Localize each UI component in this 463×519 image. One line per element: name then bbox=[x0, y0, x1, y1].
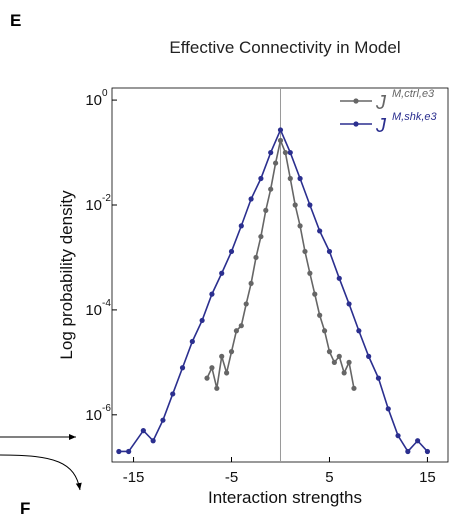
data-point bbox=[317, 312, 323, 318]
data-point bbox=[307, 202, 313, 208]
data-point bbox=[321, 328, 328, 334]
y-tick-label: 10 bbox=[85, 302, 102, 319]
panel-label: E bbox=[10, 11, 21, 30]
data-point bbox=[204, 375, 210, 381]
data-point bbox=[189, 338, 195, 345]
data-point bbox=[209, 365, 215, 371]
arrow bbox=[0, 454, 82, 491]
legend-label: J bbox=[375, 115, 387, 137]
data-point bbox=[277, 127, 284, 133]
data-point bbox=[282, 149, 288, 156]
data-point bbox=[292, 202, 298, 208]
data-point bbox=[312, 291, 318, 297]
data-point bbox=[248, 196, 254, 202]
legend-superscript: M,ctrl,e3 bbox=[392, 88, 435, 100]
data-point bbox=[219, 353, 225, 359]
data-point bbox=[243, 301, 249, 307]
data-point bbox=[356, 328, 362, 334]
y-tick-exponent: -2 bbox=[102, 193, 111, 204]
y-tick-exponent: 0 bbox=[102, 88, 108, 99]
data-point bbox=[160, 417, 166, 423]
data-point bbox=[219, 270, 225, 276]
data-point bbox=[209, 291, 215, 297]
x-tick-label: -5 bbox=[225, 469, 238, 486]
x-tick-label: 5 bbox=[325, 469, 333, 486]
x-tick-label: 15 bbox=[419, 469, 436, 486]
y-tick-label: 10 bbox=[85, 197, 102, 214]
data-point bbox=[272, 160, 279, 166]
legend-label: J bbox=[375, 92, 387, 114]
data-point bbox=[395, 433, 401, 439]
data-point bbox=[258, 233, 264, 240]
data-point bbox=[336, 353, 342, 359]
data-point bbox=[263, 207, 269, 213]
x-tick-label: -15 bbox=[123, 469, 145, 486]
data-point bbox=[405, 448, 411, 455]
data-point bbox=[326, 248, 333, 255]
data-point bbox=[331, 359, 337, 365]
data-point bbox=[258, 175, 264, 182]
data-point bbox=[170, 391, 176, 397]
legend-marker bbox=[353, 121, 359, 127]
data-point bbox=[351, 385, 357, 391]
data-point bbox=[385, 406, 391, 412]
data-point bbox=[199, 317, 205, 324]
data-point bbox=[366, 353, 372, 359]
data-point bbox=[326, 349, 333, 355]
data-point bbox=[346, 301, 352, 307]
data-point bbox=[336, 275, 342, 281]
data-point bbox=[317, 228, 323, 234]
data-point bbox=[214, 385, 220, 391]
data-point bbox=[140, 428, 146, 434]
legend-superscript: M,shk,e3 bbox=[392, 111, 438, 123]
y-tick-label: 10 bbox=[85, 92, 102, 109]
legend-marker bbox=[353, 98, 359, 104]
data-point bbox=[268, 149, 274, 156]
y-axis-label: Log probability density bbox=[57, 190, 76, 360]
data-point bbox=[415, 438, 421, 444]
data-point bbox=[307, 270, 313, 276]
data-point bbox=[268, 186, 274, 192]
data-point bbox=[287, 149, 293, 156]
chart-title: Effective Connectivity in Model bbox=[169, 38, 400, 57]
data-point bbox=[424, 448, 431, 455]
data-point bbox=[126, 448, 132, 455]
data-point bbox=[238, 223, 244, 229]
data-point bbox=[238, 323, 244, 329]
data-point bbox=[233, 328, 240, 334]
y-tick-label: 10 bbox=[85, 407, 102, 424]
y-tick-exponent: -6 bbox=[102, 403, 111, 414]
data-point bbox=[375, 375, 382, 381]
data-point bbox=[224, 370, 230, 376]
data-point bbox=[253, 254, 259, 261]
data-point bbox=[297, 223, 303, 229]
data-point bbox=[116, 448, 122, 455]
data-point bbox=[228, 349, 235, 355]
x-axis-label: Interaction strengths bbox=[208, 488, 362, 507]
data-point bbox=[287, 175, 293, 182]
data-point bbox=[179, 365, 186, 371]
data-point bbox=[228, 248, 235, 255]
data-point bbox=[346, 359, 352, 365]
series-line bbox=[118, 127, 429, 453]
data-point bbox=[341, 370, 347, 376]
data-point bbox=[150, 438, 156, 444]
panel-label: F bbox=[20, 499, 30, 518]
data-point bbox=[248, 280, 254, 287]
data-point bbox=[302, 248, 308, 255]
data-point bbox=[277, 137, 284, 144]
data-point bbox=[297, 175, 303, 182]
y-tick-exponent: -4 bbox=[102, 298, 111, 309]
